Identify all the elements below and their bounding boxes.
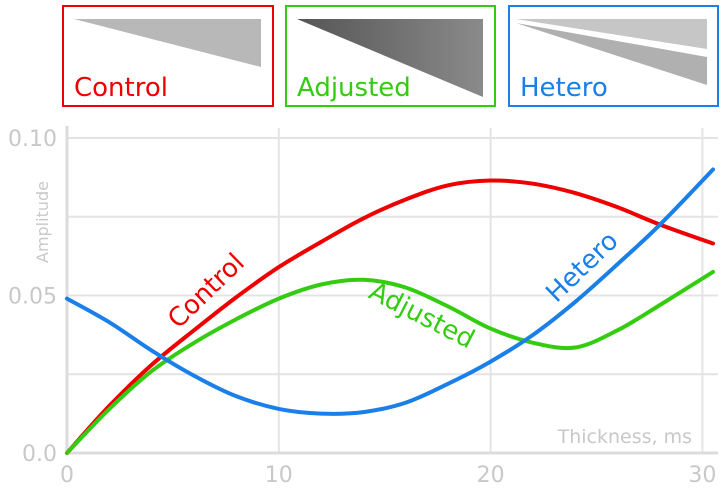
control-wedge-icon xyxy=(74,19,261,67)
x-axis-label: Thickness, ms xyxy=(557,426,692,448)
series-line-hetero xyxy=(65,167,715,416)
y-tick-label: 0.05 xyxy=(8,285,57,310)
legend-item-control: Control xyxy=(62,5,274,107)
legend-item-hetero: Hetero xyxy=(508,5,719,107)
legend-label-control: Control xyxy=(74,73,168,103)
axes xyxy=(65,126,718,455)
legend-item-adjusted: Adjusted xyxy=(285,5,496,107)
x-tick-label: 30 xyxy=(688,463,716,488)
legend-label-adjusted: Adjusted xyxy=(297,73,411,103)
series-line-control xyxy=(65,178,715,455)
y-tick-label: 0.0 xyxy=(22,442,57,467)
tick-labels: 0 10 20 30 0.0 0.05 0.10 xyxy=(8,127,716,488)
x-tick-label: 0 xyxy=(60,463,74,488)
legend-label-hetero: Hetero xyxy=(520,73,608,103)
x-tick-label: 10 xyxy=(265,463,293,488)
y-tick-label: 0.10 xyxy=(8,127,57,152)
series-line-adjusted xyxy=(65,269,715,455)
y-axis-label: Amplitude xyxy=(33,181,52,263)
grid-lines xyxy=(67,128,718,453)
adjusted-wedge-icon xyxy=(297,19,483,97)
hetero-wedges-icon xyxy=(516,19,707,85)
x-tick-label: 20 xyxy=(477,463,505,488)
series-lines xyxy=(65,167,715,455)
